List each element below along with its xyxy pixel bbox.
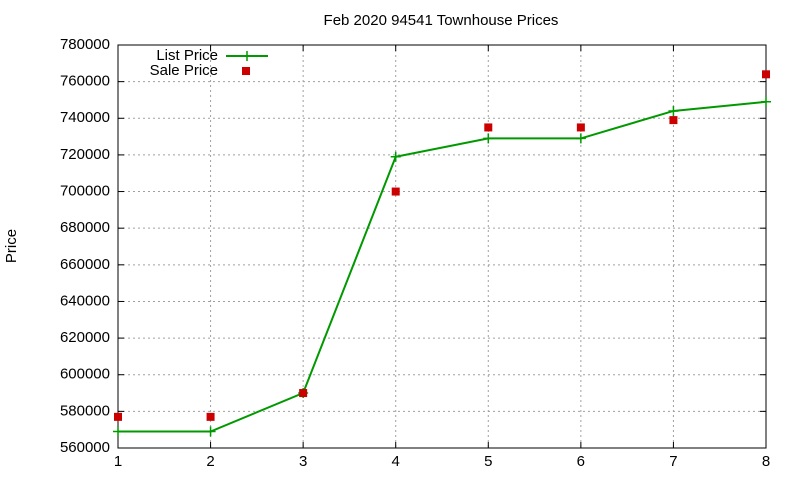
point	[113, 426, 123, 437]
legend-swatch	[242, 67, 250, 75]
y-tick-label: 620000	[60, 329, 110, 346]
y-tick-label: 740000	[60, 109, 110, 126]
point	[669, 116, 678, 125]
y-tick-label: 660000	[60, 256, 110, 273]
point	[391, 187, 400, 196]
y-tick-label: 640000	[60, 292, 110, 309]
series-line	[118, 100, 767, 433]
legend-label: List Price	[156, 47, 218, 64]
point	[484, 123, 493, 132]
x-tick-label: 8	[762, 453, 770, 470]
legend-label: Sale Price	[150, 62, 218, 79]
point	[299, 389, 308, 398]
y-tick-label: 580000	[60, 402, 110, 419]
point	[114, 412, 122, 421]
chart-title: Feb 2020 94541 Townhouse Prices	[324, 12, 559, 29]
plot-border	[117, 44, 767, 449]
y-tick-label: 560000	[60, 439, 110, 456]
point	[390, 151, 401, 162]
legend-swatch	[242, 51, 252, 61]
y-tick-label: 600000	[60, 366, 110, 383]
point	[483, 133, 494, 144]
point	[761, 96, 771, 107]
x-tick-label: 4	[392, 453, 400, 470]
x-tick-label: 2	[206, 453, 214, 470]
y-tick-label: 780000	[60, 36, 110, 53]
y-tick-label: 760000	[60, 73, 110, 90]
x-tick-label: 5	[484, 453, 492, 470]
point	[762, 70, 770, 79]
y-tick-label: 680000	[60, 219, 110, 236]
x-tick-label: 3	[299, 453, 307, 470]
point	[205, 426, 216, 437]
x-tick-label: 6	[577, 453, 585, 470]
y-axis-label: Price	[3, 229, 20, 263]
point	[668, 105, 679, 116]
x-tick-label: 7	[669, 453, 677, 470]
y-tick-label: 720000	[60, 146, 110, 163]
point	[206, 412, 215, 421]
point	[575, 133, 586, 144]
y-tick-label: 700000	[60, 183, 110, 200]
point	[576, 123, 585, 132]
x-tick-label: 1	[114, 453, 122, 470]
